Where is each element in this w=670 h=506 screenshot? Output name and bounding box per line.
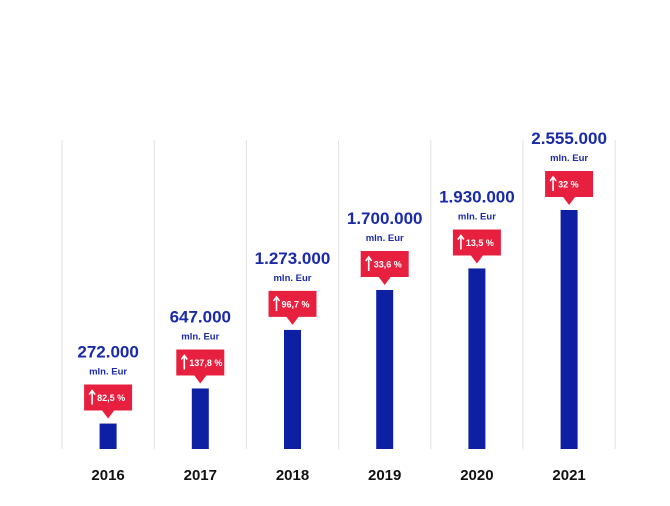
up-arrow-icon [180,354,188,360]
x-tick-label: 2016 [91,467,124,484]
x-tick-label: 2019 [368,467,401,484]
unit-label: mln. Eur [366,233,404,244]
x-tick-label: 2018 [276,467,309,484]
growth-badge [176,349,225,384]
unit-label: mln. Eur [458,211,496,222]
growth-label: 82,5 % [97,393,125,403]
up-arrow-icon [88,389,96,396]
growth-label: 32 % [558,180,579,190]
bar-2020 [468,268,486,449]
bar-2017 [191,388,209,449]
growth-badge [84,384,133,419]
growth-badge [452,229,501,264]
unit-label: mln. Eur [273,273,311,284]
up-arrow-icon [272,295,281,302]
growth-label: 137,8 % [189,358,222,368]
value-label: 1.273.000 [255,249,331,268]
bar-2021 [560,210,578,449]
x-tick-label: 2021 [552,467,585,484]
growth-badge [360,250,409,285]
bar-2019 [376,289,394,449]
value-label: 1.700.000 [347,209,423,228]
up-arrow-icon [457,234,465,240]
up-arrow-icon [549,175,557,182]
value-label: 272.000 [77,343,138,362]
x-tick-label: 2017 [184,467,217,484]
value-label: 1.930.000 [439,187,515,206]
unit-label: mln. Eur [181,331,219,342]
growth-badge [545,171,594,205]
value-label: 647.000 [170,307,231,326]
growth-label: 13,5 % [466,238,494,248]
bar-2018 [284,329,301,449]
value-label: 2.555.000 [531,129,607,148]
unit-label: mln. Eur [550,153,588,164]
growth-badge [268,290,317,325]
bar-2016 [99,423,117,449]
unit-label: mln. Eur [89,367,127,378]
x-tick-label: 2020 [460,467,493,484]
up-arrow-icon [365,255,373,262]
growth-label: 96,7 % [282,299,310,309]
growth-label: 33,6 % [374,259,402,269]
